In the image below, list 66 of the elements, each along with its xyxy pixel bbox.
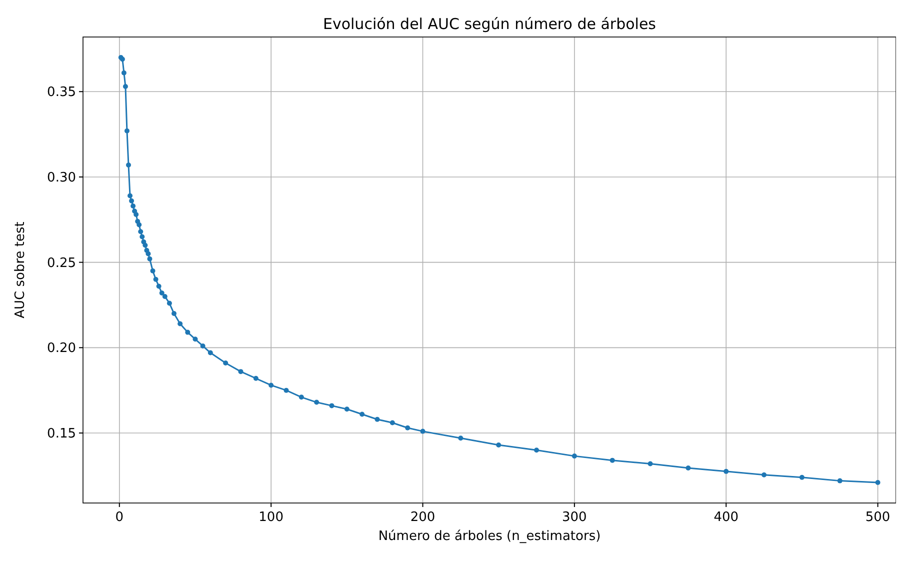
point bbox=[156, 284, 162, 289]
point bbox=[329, 403, 334, 408]
x-tick-label: 200 bbox=[410, 510, 436, 525]
x-tick-label: 500 bbox=[865, 510, 890, 525]
point bbox=[122, 84, 128, 89]
y-tick-label: 0.30 bbox=[47, 170, 76, 186]
point bbox=[159, 290, 164, 296]
point bbox=[458, 436, 464, 441]
point bbox=[185, 330, 190, 335]
y-tick-label: 0.15 bbox=[47, 426, 76, 442]
point bbox=[724, 468, 729, 474]
point bbox=[121, 70, 126, 76]
point bbox=[284, 388, 289, 393]
point bbox=[172, 311, 177, 316]
point bbox=[298, 394, 304, 400]
point bbox=[496, 442, 502, 448]
point bbox=[374, 416, 380, 422]
point bbox=[875, 480, 880, 486]
point bbox=[134, 212, 139, 218]
point bbox=[147, 256, 152, 262]
point bbox=[390, 420, 395, 426]
x-axis-title: Número de árboles (n_estimators) bbox=[378, 529, 601, 544]
point bbox=[405, 425, 410, 430]
point bbox=[268, 382, 274, 388]
point bbox=[124, 128, 130, 134]
point bbox=[223, 360, 228, 366]
point bbox=[208, 350, 213, 356]
x-tick-label: 0 bbox=[115, 510, 124, 525]
point bbox=[178, 321, 183, 326]
chart-title: Evolución del AUC según número de árboles bbox=[322, 15, 656, 33]
point bbox=[150, 268, 156, 274]
point bbox=[146, 251, 151, 256]
point bbox=[138, 229, 144, 234]
point bbox=[238, 369, 244, 374]
x-tick-label: 400 bbox=[714, 510, 739, 525]
point bbox=[572, 454, 577, 459]
point bbox=[130, 203, 136, 208]
point bbox=[200, 343, 206, 348]
point bbox=[686, 466, 691, 471]
y-tick-label: 0.35 bbox=[47, 85, 76, 100]
point bbox=[136, 222, 142, 228]
point bbox=[142, 242, 148, 248]
y-tick-label: 0.20 bbox=[47, 341, 76, 356]
point bbox=[129, 198, 134, 204]
point bbox=[799, 474, 804, 480]
point bbox=[837, 478, 842, 484]
point bbox=[140, 234, 145, 240]
point bbox=[253, 376, 258, 381]
point bbox=[762, 472, 767, 478]
point bbox=[192, 336, 198, 342]
x-tick-label: 100 bbox=[258, 510, 284, 525]
point bbox=[314, 400, 320, 405]
point bbox=[128, 193, 133, 198]
point bbox=[126, 162, 132, 168]
point bbox=[648, 461, 653, 466]
point bbox=[610, 458, 615, 463]
point bbox=[360, 412, 365, 417]
y-tick-label: 0.25 bbox=[47, 256, 76, 271]
point bbox=[534, 448, 540, 453]
y-axis-title: AUC sobre test bbox=[13, 222, 28, 318]
point bbox=[344, 406, 350, 412]
point bbox=[153, 276, 158, 282]
x-tick-label: 300 bbox=[562, 510, 587, 525]
point bbox=[162, 294, 168, 299]
point bbox=[420, 428, 426, 434]
point bbox=[166, 300, 172, 306]
